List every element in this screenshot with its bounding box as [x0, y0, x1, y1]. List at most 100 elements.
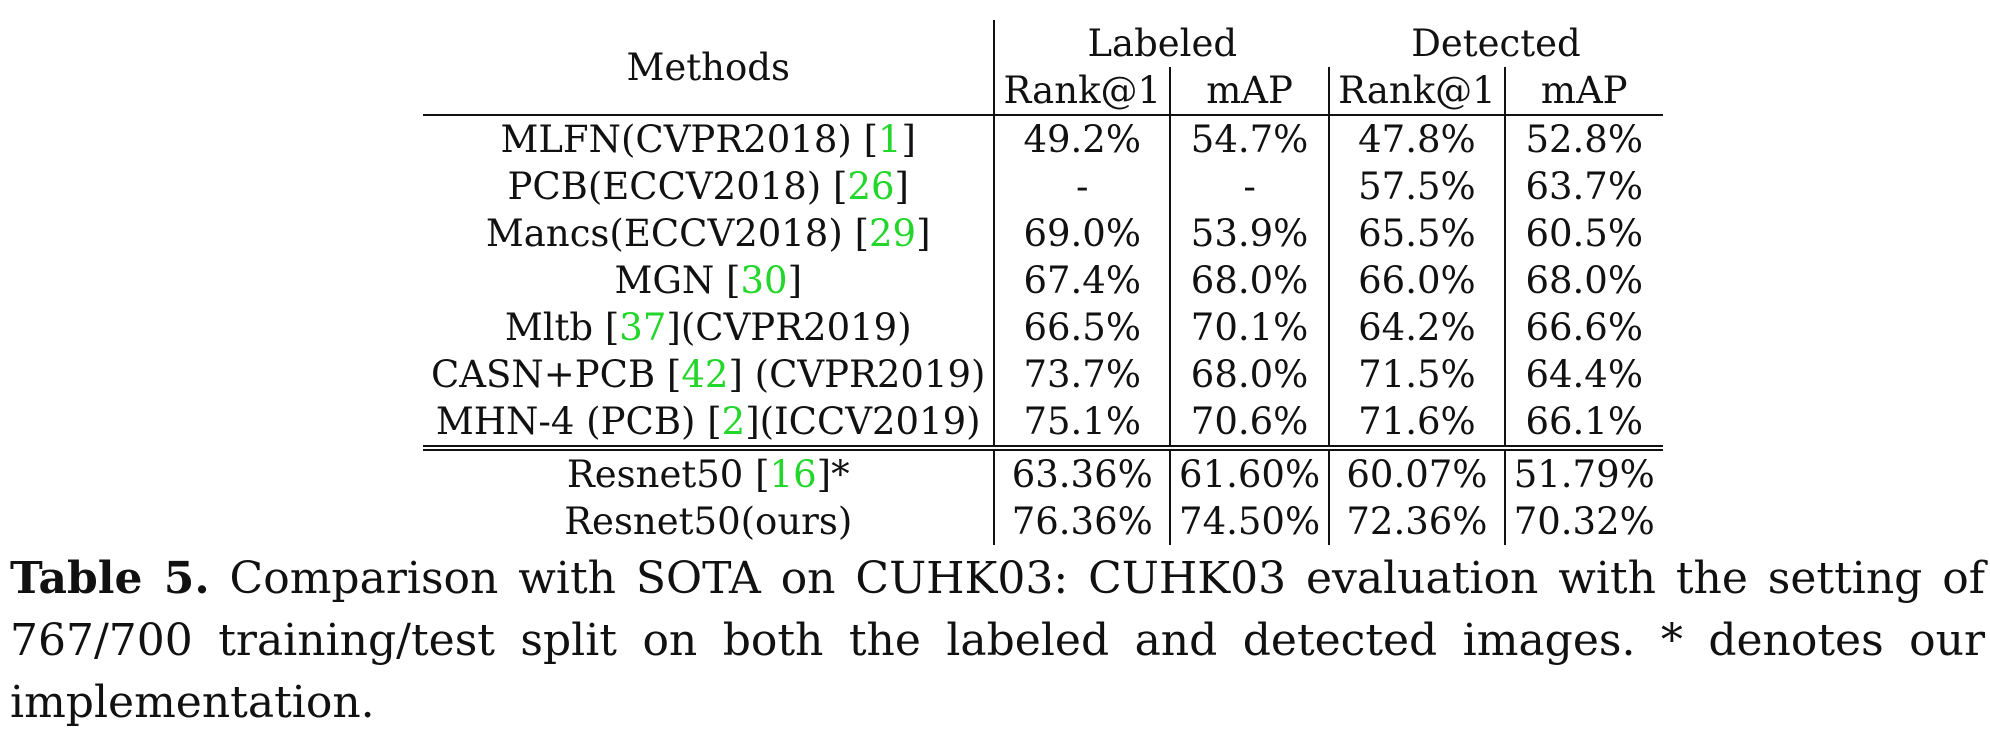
method-cell: Resnet50 [16]*: [423, 445, 995, 498]
value-cell: 66.5%: [993, 304, 1171, 351]
method-suffix: (CVPR2019): [680, 306, 912, 349]
citation-link[interactable]: 37: [619, 306, 667, 349]
value-cell: 70.1%: [1169, 304, 1330, 351]
citation-link[interactable]: 42: [681, 353, 729, 396]
methods-header: Methods: [626, 45, 790, 89]
cite-bracket: [: [604, 306, 620, 349]
value-cell: 65.5%: [1328, 210, 1505, 257]
citation-link[interactable]: 30: [740, 259, 788, 302]
value-cell: -: [993, 163, 1171, 210]
method-suffix: (CVPR2019): [742, 353, 986, 396]
method-cell: Mancs(ECCV2018) [29]: [423, 210, 994, 257]
subheader-map-labeled: mAP: [1169, 67, 1330, 115]
value-cell: 52.8%: [1503, 114, 1663, 163]
method-name: Resnet50(ours): [564, 500, 853, 543]
value-cell: 57.5%: [1328, 163, 1505, 210]
value-cell: 67.4%: [993, 257, 1171, 304]
table-row: CASN+PCB [42] (CVPR2019) 73.7% 68.0% 71.5% 6…: [423, 351, 1663, 398]
table-subheader-row: Rank@1 mAP Rank@1 mAP: [423, 67, 1663, 115]
method-cell: PCB(ECCV2018) [26]: [423, 163, 994, 210]
cite-bracket: ]: [901, 118, 916, 161]
value-cell: 71.5%: [1328, 351, 1505, 398]
table-row: Resnet50(ours) 76.36% 74.50% 72.36% 70.32%: [423, 498, 1663, 545]
value-cell: 69.0%: [993, 210, 1171, 257]
table-row: Mancs(ECCV2018) [29] 69.0% 53.9% 65.5% 60.5%: [423, 210, 1663, 257]
cite-bracket: [: [666, 353, 682, 396]
value-cell: 68.0%: [1169, 351, 1330, 398]
value-cell: 60.5%: [1503, 210, 1663, 257]
value-cell: 51.79%: [1503, 445, 1663, 498]
value-cell: 72.36%: [1328, 498, 1505, 545]
value-cell: 68.0%: [1169, 257, 1330, 304]
value-cell: 54.7%: [1169, 114, 1330, 163]
value-cell: 66.1%: [1503, 398, 1663, 448]
value-cell: -: [1169, 163, 1330, 210]
value-cell: 53.9%: [1169, 210, 1330, 257]
citation-link[interactable]: 29: [869, 212, 917, 255]
table-row: PCB(ECCV2018) [26] - -57.5% 63.7%: [423, 163, 1663, 210]
value-cell: 60.07%: [1328, 445, 1505, 498]
subheader-map-detected: mAP: [1503, 67, 1663, 115]
method-name: CASN+PCB: [431, 353, 667, 396]
value-cell: 66.6%: [1503, 304, 1663, 351]
table-header-row: Methods Labeled Detected: [423, 20, 1663, 86]
citation-link[interactable]: 2: [721, 400, 746, 443]
table-row: MGN [30] 67.4% 68.0% 66.0% 68.0%: [423, 257, 1663, 304]
value-cell: 71.6%: [1328, 398, 1505, 448]
method-name: Resnet50: [566, 453, 756, 496]
cite-bracket: [: [833, 165, 848, 208]
cite-bracket: ]: [787, 259, 802, 302]
main-rows: MLFN(CVPR2018) [1] 49.2% 54.7% 47.8% 52.8% PC…: [423, 114, 1663, 448]
method-suffix: *: [831, 453, 850, 496]
method-name: PCB(ECCV2018): [507, 165, 834, 208]
value-cell: 61.60%: [1169, 445, 1330, 498]
method-name: Mancs(ECCV2018): [485, 212, 855, 255]
method-cell: CASN+PCB [42] (CVPR2019): [423, 351, 994, 398]
caption-text: Comparison with SOTA on CUHK03: CUHK03 e…: [10, 553, 1985, 728]
method-name: MGN: [614, 259, 727, 302]
cite-bracket: [: [863, 118, 878, 161]
citation-link[interactable]: 1: [878, 118, 902, 161]
cite-bracket: ]: [666, 306, 681, 349]
value-cell: 64.4%: [1503, 351, 1663, 398]
bottom-rows: Resnet50 [16]* 63.36% 61.60% 60.07% 51.79% Re…: [423, 445, 1663, 545]
value-cell: 49.2%: [993, 114, 1171, 163]
subheader-rank1-labeled: Rank@1: [993, 67, 1171, 115]
value-cell: 63.7%: [1503, 163, 1663, 210]
value-cell: 74.50%: [1169, 498, 1330, 545]
value-cell: 73.7%: [993, 351, 1171, 398]
method-name: MHN-4 (PCB): [435, 400, 708, 443]
method-cell: Mltb [37](CVPR2019): [423, 304, 994, 351]
table-row: MHN-4 (PCB) [2](ICCV2019) 75.1% 70.6% 71.6%…: [423, 398, 1663, 448]
method-suffix: (ICCV2019): [759, 400, 981, 443]
value-cell: 70.6%: [1169, 398, 1330, 448]
cite-bracket: [: [755, 453, 770, 496]
cite-bracket: ]: [894, 165, 909, 208]
table-row: Resnet50 [16]* 63.36% 61.60% 60.07% 51.79%: [423, 445, 1663, 498]
cite-bracket: ]: [916, 212, 931, 255]
table-row: Mltb [37](CVPR2019) 66.5% 70.1% 64.2% 66.6%: [423, 304, 1663, 351]
labeled-group-header: Labeled: [993, 20, 1330, 67]
citation-link[interactable]: 16: [769, 453, 817, 496]
value-cell: 68.0%: [1503, 257, 1663, 304]
value-cell: 66.0%: [1328, 257, 1505, 304]
detected-group-header: Detected: [1411, 22, 1581, 65]
table-row: MLFN(CVPR2018) [1] 49.2% 54.7% 47.8% 52.8%: [423, 114, 1663, 163]
value-cell: 63.36%: [993, 445, 1171, 498]
method-cell: MGN [30]: [423, 257, 994, 304]
value-cell: 47.8%: [1328, 114, 1505, 163]
method-cell: Resnet50(ours): [423, 498, 994, 545]
method-cell: MHN-4 (PCB) [2](ICCV2019): [423, 398, 994, 448]
cite-bracket: ]: [745, 400, 760, 443]
cite-bracket: [: [854, 212, 869, 255]
citation-link[interactable]: 26: [847, 165, 895, 208]
value-cell: 64.2%: [1328, 304, 1505, 351]
cite-bracket: [: [726, 259, 741, 302]
value-cell: 75.1%: [993, 398, 1171, 448]
cite-bracket: ]: [728, 353, 743, 396]
value-cell: 70.32%: [1503, 498, 1663, 545]
table-caption: Table 5. Comparison with SOTA on CUHK03:…: [10, 548, 1985, 734]
method-name: MLFN(CVPR2018): [500, 118, 864, 161]
subheader-rank1-detected: Rank@1: [1328, 67, 1505, 115]
